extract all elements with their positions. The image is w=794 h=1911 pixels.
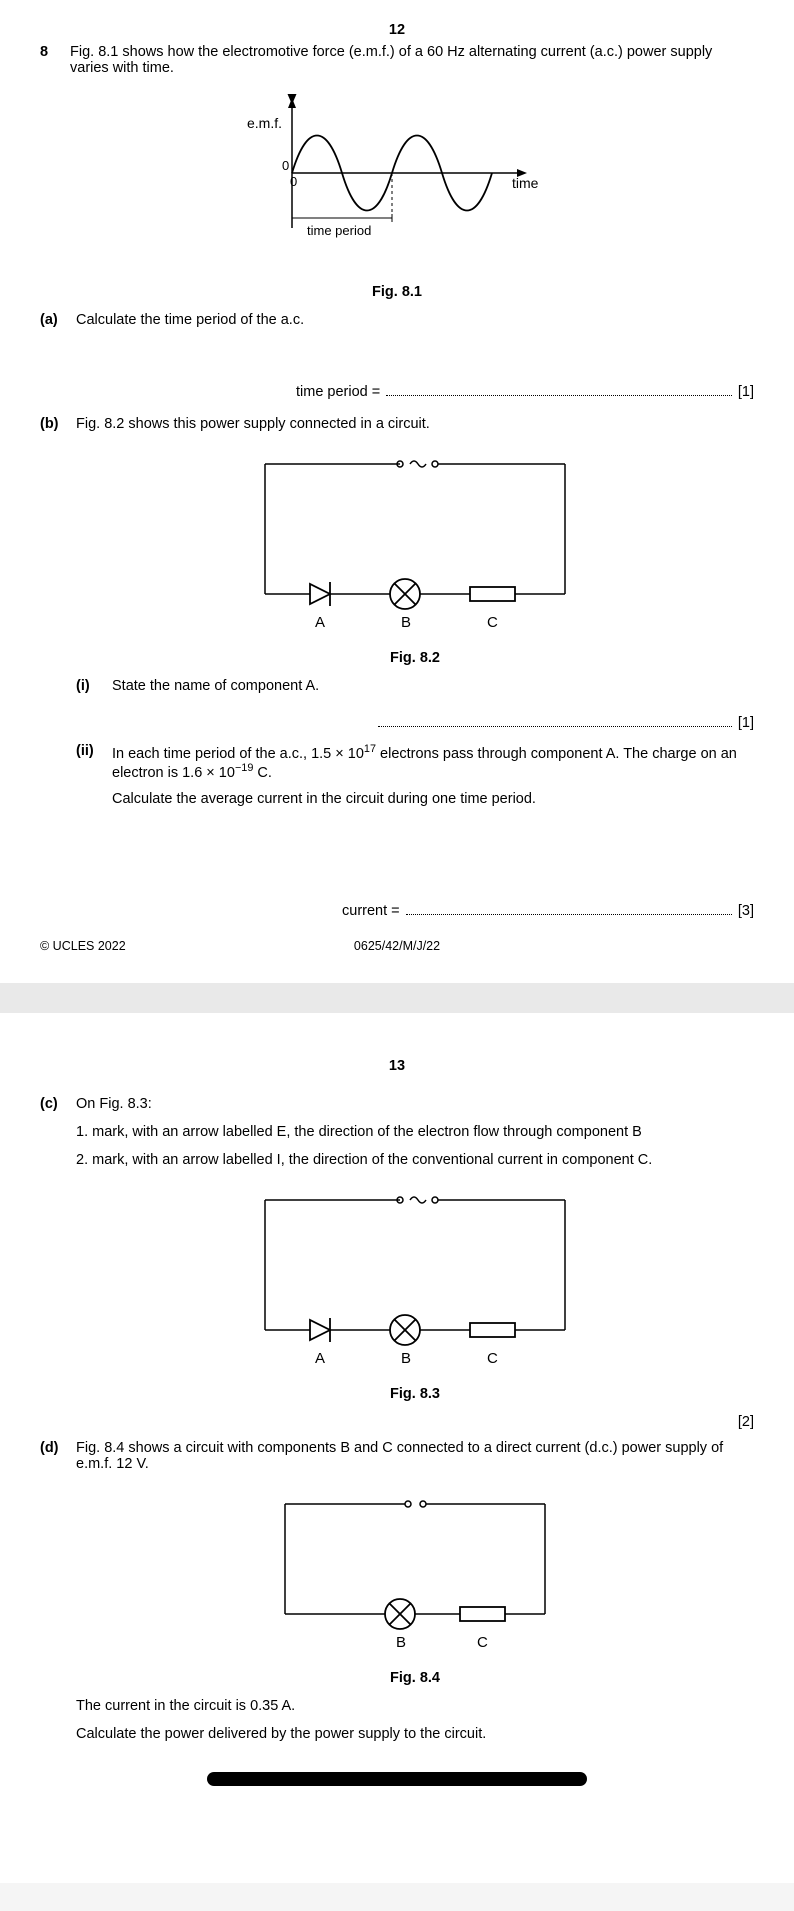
- part-d-text3: Calculate the power delivered by the pow…: [76, 1726, 754, 1742]
- bottom-bar: [207, 1772, 587, 1786]
- part-b-text: Fig. 8.2 shows this power supply connect…: [76, 416, 754, 432]
- page-number: 12: [40, 22, 754, 38]
- origin-y-label: 0: [282, 158, 289, 173]
- fig82-label-A: A: [315, 614, 325, 631]
- fig-8-4-caption: Fig. 8.4: [76, 1670, 754, 1686]
- page-gap: [0, 983, 794, 1013]
- fig83-label-B: B: [401, 1350, 411, 1367]
- part-a-marks: [1]: [738, 384, 754, 400]
- sub-ii-marks: [3]: [738, 903, 754, 919]
- part-b-label: (b): [40, 416, 76, 919]
- time-period-label: time period: [307, 223, 371, 238]
- part-d-text2: The current in the circuit is 0.35 A.: [76, 1698, 754, 1714]
- paper-ref: 0625/42/M/J/22: [354, 939, 440, 953]
- part-c-marks: [2]: [76, 1414, 754, 1430]
- page-2: 13 (c) On Fig. 8.3: 1. mark, with an arr…: [0, 1013, 794, 1883]
- part-c-label: (c): [40, 1096, 76, 1430]
- sub-i-label: (i): [76, 678, 112, 731]
- copyright: © UCLES 2022: [40, 939, 126, 953]
- page-footer: © UCLES 2022 0625/42/M/J/22: [40, 939, 754, 953]
- fig84-label-C: C: [477, 1634, 488, 1651]
- page-number: 13: [40, 1058, 754, 1074]
- sub-ii-text2: Calculate the average current in the cir…: [112, 791, 754, 807]
- origin-x-label: 0: [290, 174, 297, 189]
- part-d-text: Fig. 8.4 shows a circuit with components…: [76, 1440, 754, 1472]
- emf-label: e.m.f.: [247, 115, 282, 131]
- part-c-item1: 1. mark, with an arrow labelled E, the d…: [76, 1124, 754, 1140]
- fig-8-4: B C: [76, 1484, 754, 1658]
- fig83-label-A: A: [315, 1350, 325, 1367]
- time-period-answer-label: time period =: [296, 384, 380, 400]
- answer-blank[interactable]: [378, 714, 732, 727]
- fig-8-1: e.m.f. 0 0 time time period: [40, 88, 754, 272]
- question-intro: Fig. 8.1 shows how the electromotive for…: [70, 44, 754, 76]
- fig83-label-C: C: [487, 1350, 498, 1367]
- time-label: time: [512, 175, 539, 191]
- fig82-label-C: C: [487, 614, 498, 631]
- sub-i-text: State the name of component A.: [112, 678, 754, 694]
- fig-8-3: A B C: [76, 1180, 754, 1374]
- fig-8-2-caption: Fig. 8.2: [76, 650, 754, 666]
- part-a-label: (a): [40, 312, 76, 400]
- page-1: 12 8 Fig. 8.1 shows how the electromotiv…: [0, 0, 794, 983]
- sub-i-marks: [1]: [738, 715, 754, 731]
- sub-ii-label: (ii): [76, 743, 112, 919]
- sub-ii-text1: In each time period of the a.c., 1.5 × 1…: [112, 743, 754, 781]
- fig84-label-B: B: [396, 1634, 406, 1651]
- part-c-item2: 2. mark, with an arrow labelled I, the d…: [76, 1152, 754, 1168]
- part-a-text: Calculate the time period of the a.c.: [76, 312, 754, 328]
- current-answer-label: current =: [342, 903, 400, 919]
- question-number: 8: [40, 44, 70, 76]
- fig-8-3-caption: Fig. 8.3: [76, 1386, 754, 1402]
- part-d-label: (d): [40, 1440, 76, 1742]
- fig-8-1-caption: Fig. 8.1: [40, 284, 754, 300]
- part-c-text: On Fig. 8.3:: [76, 1096, 754, 1112]
- fig82-label-B: B: [401, 614, 411, 631]
- fig-8-2: A B C: [76, 444, 754, 638]
- answer-blank[interactable]: [406, 902, 732, 915]
- answer-blank[interactable]: [386, 383, 732, 396]
